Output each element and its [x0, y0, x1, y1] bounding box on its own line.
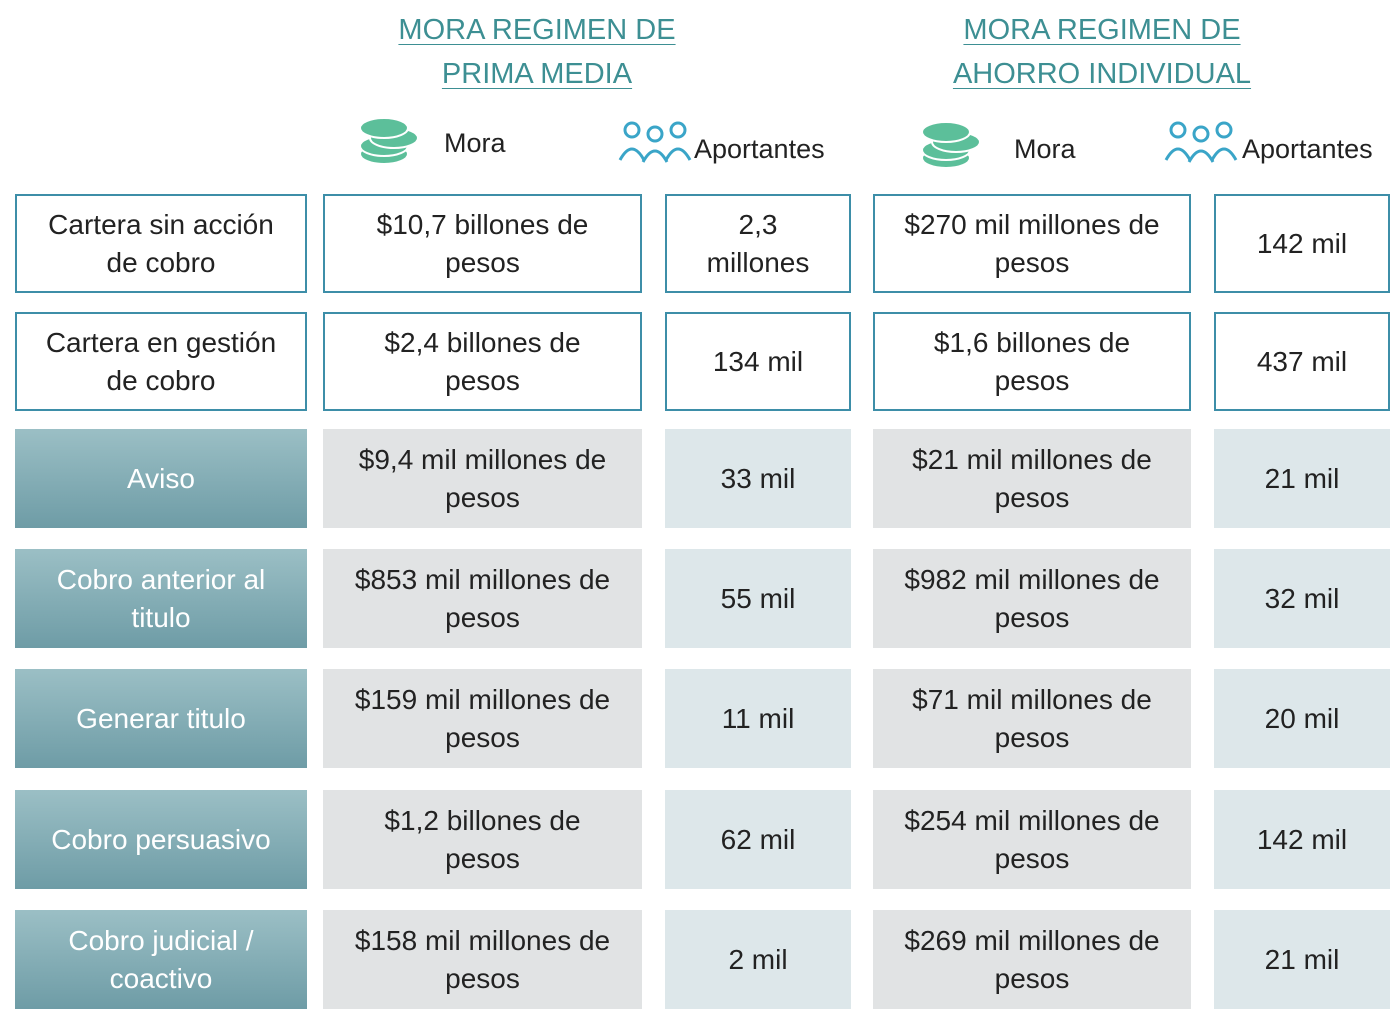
table-cell: 11 mil — [665, 669, 851, 768]
table-cell: $158 mil millones de pesos — [323, 910, 642, 1009]
row-label: Cartera en gestión de cobro — [15, 312, 307, 411]
coins-icon — [921, 121, 981, 169]
table-cell: 20 mil — [1214, 669, 1390, 768]
people-icon — [1164, 121, 1238, 163]
table-cell: 437 mil — [1214, 312, 1390, 411]
table-cell: $71 mil millones de pesos — [873, 669, 1191, 768]
table-cell: $269 mil millones de pesos — [873, 910, 1191, 1009]
people-icon — [618, 121, 692, 163]
table-cell: 21 mil — [1214, 429, 1390, 528]
table-cell: 142 mil — [1214, 790, 1390, 889]
table-cell: 62 mil — [665, 790, 851, 889]
title-line: MORA REGIMEN DE — [398, 14, 676, 46]
column-header: Aportantes — [694, 134, 825, 164]
group-title: MORA REGIMEN DE AHORRO INDIVIDUAL — [892, 8, 1312, 96]
table-cell: $159 mil millones de pesos — [323, 669, 642, 768]
row-label: Generar titulo — [15, 669, 307, 768]
table-cell: 2 mil — [665, 910, 851, 1009]
table-cell: 32 mil — [1214, 549, 1390, 648]
table-cell: 134 mil — [665, 312, 851, 411]
title-line: AHORRO INDIVIDUAL — [952, 58, 1252, 90]
title-line: PRIMA MEDIA — [441, 58, 633, 90]
table-cell: $21 mil millones de pesos — [873, 429, 1191, 528]
table-cell: $254 mil millones de pesos — [873, 790, 1191, 889]
row-label: Cobro judicial / coactivo — [15, 910, 307, 1009]
table-cell: $9,4 mil millones de pesos — [323, 429, 642, 528]
table-cell: 33 mil — [665, 429, 851, 528]
table-cell: 142 mil — [1214, 194, 1390, 293]
column-header: Mora — [1014, 134, 1076, 164]
column-header: Mora — [444, 128, 506, 158]
row-label: Cobro persuasivo — [15, 790, 307, 889]
table-cell: $2,4 billones de pesos — [323, 312, 642, 411]
table-cell: $1,2 billones de pesos — [323, 790, 642, 889]
row-label: Aviso — [15, 429, 307, 528]
table-cell: 55 mil — [665, 549, 851, 648]
table-cell: $270 mil millones de pesos — [873, 194, 1191, 293]
table-cell: $982 mil millones de pesos — [873, 549, 1191, 648]
table-cell: 2,3 millones — [665, 194, 851, 293]
row-label: Cartera sin acción de cobro — [15, 194, 307, 293]
table-cell: $853 mil millones de pesos — [323, 549, 642, 648]
row-label: Cobro anterior al titulo — [15, 549, 307, 648]
column-header: Aportantes — [1242, 134, 1373, 164]
table-cell: 21 mil — [1214, 910, 1390, 1009]
table-cell: $1,6 billones de pesos — [873, 312, 1191, 411]
title-line: MORA REGIMEN DE — [963, 14, 1241, 46]
group-title: MORA REGIMEN DE PRIMA MEDIA — [327, 8, 747, 96]
table-cell: $10,7 billones de pesos — [323, 194, 642, 293]
coins-icon — [359, 117, 419, 165]
